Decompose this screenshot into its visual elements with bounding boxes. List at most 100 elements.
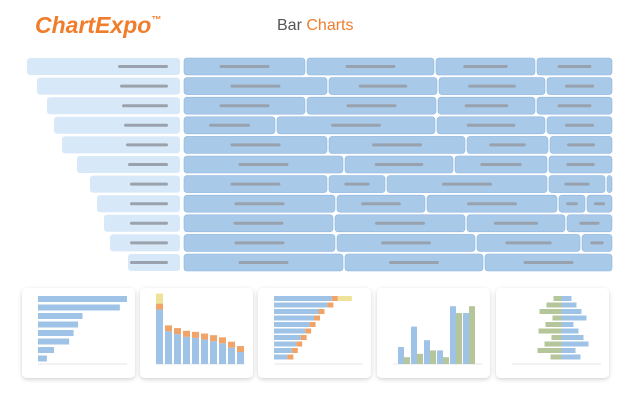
bar [561,341,589,347]
placeholder-line [579,221,600,225]
logo-text: ChartExpo [35,12,151,38]
bar [237,346,244,353]
placeholder-line [130,202,168,206]
bar [443,357,449,364]
placeholder-line [557,65,592,68]
placeholder-line [122,104,168,108]
bar [210,335,217,342]
placeholder-line [238,163,289,166]
placeholder-line [219,65,270,68]
bar [545,322,562,327]
bar [291,348,298,353]
bar [38,304,120,311]
title: Bar Charts [277,17,353,34]
bar [174,334,181,364]
bar [296,341,303,347]
placeholder-line [557,104,592,108]
bar [561,302,577,308]
bar [274,335,301,340]
bar [156,309,163,364]
bar [219,343,226,364]
placeholder-line [120,84,168,88]
placeholder-line [118,65,168,68]
bar [201,333,208,340]
placeholder-line [493,221,539,225]
bar [561,348,576,353]
thumbnail [140,288,253,378]
placeholder-line [234,202,285,206]
bar [228,347,235,364]
placeholder-line [590,241,604,245]
bar [274,328,306,334]
placeholder-line [219,104,270,108]
placeholder-line [374,163,424,166]
bar [538,328,562,334]
bar [287,354,294,360]
trademark: ™ [151,15,161,26]
bar [327,302,334,308]
placeholder-line [505,241,552,245]
bar [38,313,83,319]
placeholder-line [234,241,285,245]
placeholder-line [566,163,595,166]
placeholder-line [466,123,516,127]
placeholder-line [463,65,508,68]
placeholder-line [130,221,168,225]
placeholder-line [130,241,168,245]
bar [551,335,562,340]
bar [318,309,325,314]
logo: ChartExpo™ [35,12,161,38]
placeholder-line [361,202,401,206]
placeholder-line [480,163,522,166]
thumbnail [377,288,490,378]
bar [550,354,562,360]
bar [165,331,172,364]
placeholder-line [345,65,396,68]
bar [38,321,79,328]
bar [274,348,292,353]
bar [38,296,127,302]
bar [274,341,297,347]
bar [546,302,562,308]
bar [156,303,163,310]
bar [38,355,47,362]
bar [398,347,404,364]
bar [561,354,581,360]
placeholder-line [130,182,168,186]
bar [210,341,217,364]
row-label-cell [54,116,180,134]
placeholder-line [130,261,168,264]
placeholder-line [464,104,509,108]
placeholder-line [358,84,408,88]
bar [561,328,579,334]
bar [274,354,288,360]
row-label-cell [37,77,180,95]
bar [450,306,456,364]
bar [305,328,312,334]
placeholder-line [230,182,281,186]
bar [552,315,562,321]
row-cell [606,175,613,193]
placeholder-line [375,221,425,225]
bar [274,296,332,301]
bar [437,350,443,364]
bar [192,331,199,338]
placeholder-line [346,104,397,108]
bar [411,326,417,364]
row-label-cell [62,136,180,154]
placeholder-line [567,143,595,147]
row-label-cell [47,97,180,115]
bar [331,296,338,301]
bar [156,293,163,304]
placeholder-line [489,143,526,147]
thumbnail [496,288,609,378]
bar [38,347,55,353]
placeholder-line [230,143,281,147]
placeholder-line [442,182,492,186]
bar [274,309,319,314]
placeholder-line [564,84,595,88]
bar [174,328,181,335]
placeholder-line [230,84,281,88]
bar [192,337,199,364]
thumbnail [22,288,135,378]
